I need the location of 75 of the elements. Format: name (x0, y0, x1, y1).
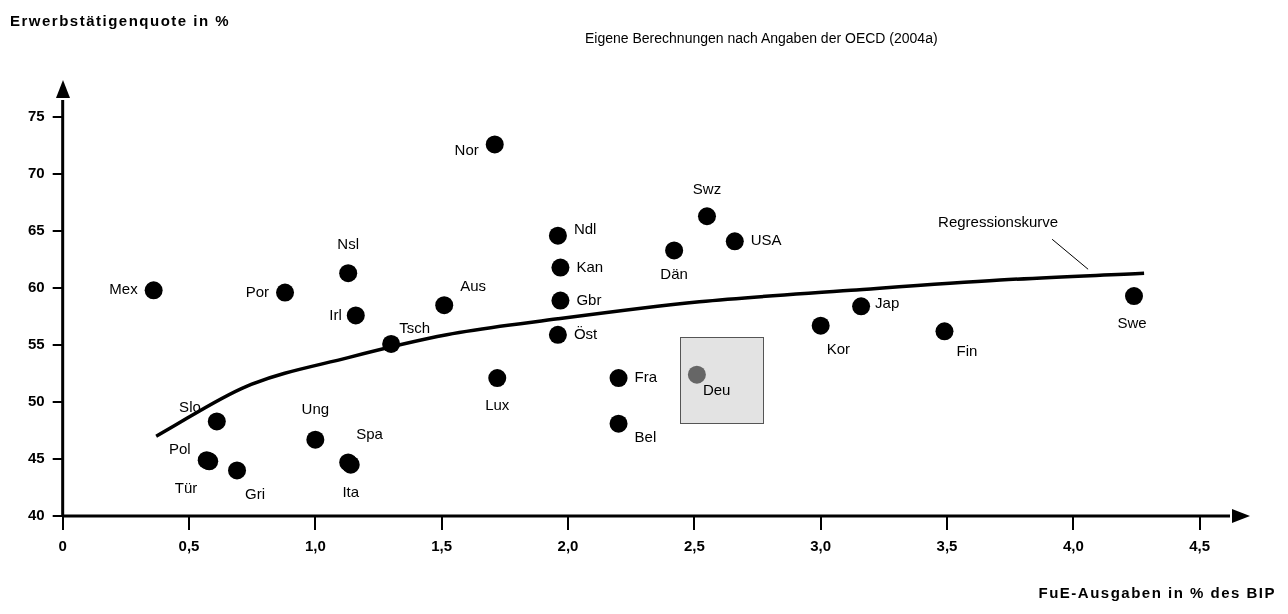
y-tick-label: 70 (28, 164, 45, 182)
series-label: Ndl (573, 219, 597, 237)
series-label: Irl (329, 305, 342, 323)
y-tick-label: 45 (28, 449, 45, 467)
point (339, 264, 358, 283)
point (488, 369, 507, 388)
point (697, 207, 716, 226)
series-label: Fra (634, 368, 658, 386)
series-label: Tsch (399, 319, 430, 337)
y-tick-label: 50 (28, 392, 45, 410)
series-label: Dän (660, 264, 688, 282)
series-label: Nor (454, 140, 479, 158)
series-label: Spa (356, 424, 384, 442)
x-tick-label: 1,5 (431, 537, 453, 555)
point (935, 322, 954, 341)
point (435, 296, 454, 315)
x-tick-label: 4,5 (1189, 537, 1211, 555)
point (228, 461, 247, 480)
text: Regressionskurve (938, 213, 1059, 231)
series-label: Fin (956, 341, 978, 359)
point (276, 283, 295, 302)
series-label: Öst (573, 324, 599, 342)
series-label: Lux (485, 396, 510, 414)
series-label: USA (750, 231, 782, 249)
point (1124, 287, 1143, 306)
y-tick-label: 75 (28, 107, 45, 125)
point (144, 281, 163, 300)
series-label: Ung (301, 399, 330, 417)
series-label: Bel (634, 427, 657, 445)
series-label: Por (245, 282, 270, 300)
series-label: Jap (875, 294, 900, 312)
point (306, 430, 325, 449)
point (382, 334, 401, 353)
x-tick-label: 1,0 (304, 537, 326, 555)
point (548, 226, 567, 245)
point (725, 232, 744, 251)
series-label: Mex (109, 280, 139, 298)
point (811, 316, 830, 335)
point (665, 241, 684, 260)
point (207, 412, 226, 431)
point (485, 135, 504, 154)
x-tick-label: 2,5 (683, 537, 705, 555)
x-tick-label: 3,5 (936, 537, 958, 555)
y-tick-label: 65 (28, 221, 45, 239)
x-tick-label: 0,5 (178, 537, 200, 555)
x-tick-label: 0 (58, 537, 67, 555)
point (346, 306, 365, 325)
x-axis-title: FuE-Ausgaben in % des BIP (1038, 584, 1276, 601)
y-tick-label: 55 (28, 335, 45, 353)
series-label: Ita (342, 482, 360, 500)
series-label: Kan (576, 257, 604, 275)
series-label: Swz (692, 180, 722, 198)
point (852, 297, 871, 316)
y-tick-label: 60 (28, 278, 45, 296)
series-label: Aus (460, 277, 487, 295)
point (551, 258, 570, 277)
series-label: Gbr (576, 290, 602, 308)
series-label: Deu (702, 380, 731, 398)
x-tick-label: 3,0 (810, 537, 832, 555)
series-label: Swe (1117, 314, 1147, 332)
series-label: Gri (245, 484, 266, 502)
point (609, 414, 628, 433)
point (687, 365, 706, 384)
x-tick-label: 2,0 (557, 537, 579, 555)
point (551, 291, 570, 310)
y-axis-title: Erwerbstätigenquote in % (10, 12, 231, 29)
series-label: Pol (169, 440, 191, 458)
point (609, 369, 628, 388)
text: Eigene Berechnungen nach Angaben der OECD (2004a) (585, 30, 938, 46)
series-label: Nsl (337, 235, 360, 253)
x-tick-label: 4,0 (1062, 537, 1084, 555)
series-label: Kor (826, 339, 851, 357)
series-label: Tür (174, 479, 198, 497)
y-tick-label: 40 (28, 506, 45, 524)
point (548, 325, 567, 344)
